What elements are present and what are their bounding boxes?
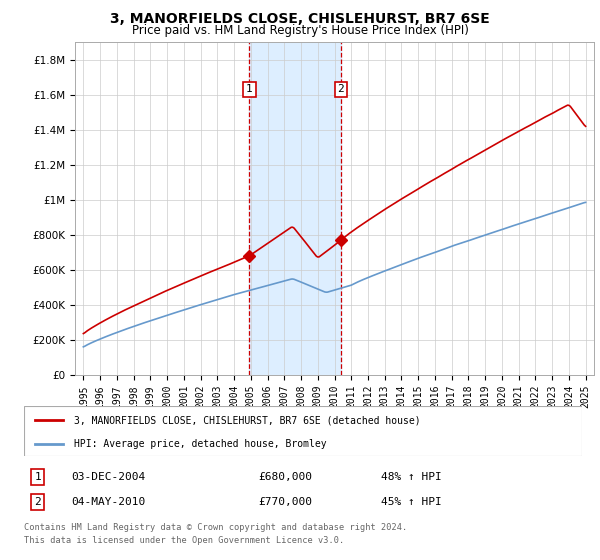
Text: 03-DEC-2004: 03-DEC-2004 <box>71 472 146 482</box>
FancyBboxPatch shape <box>24 406 582 456</box>
Text: HPI: Average price, detached house, Bromley: HPI: Average price, detached house, Brom… <box>74 439 327 449</box>
Text: 45% ↑ HPI: 45% ↑ HPI <box>381 497 442 507</box>
Text: Contains HM Land Registry data © Crown copyright and database right 2024.: Contains HM Land Registry data © Crown c… <box>24 522 407 531</box>
Text: Price paid vs. HM Land Registry's House Price Index (HPI): Price paid vs. HM Land Registry's House … <box>131 24 469 37</box>
Text: This data is licensed under the Open Government Licence v3.0.: This data is licensed under the Open Gov… <box>24 536 344 545</box>
Text: 1: 1 <box>35 472 41 482</box>
Text: 3, MANORFIELDS CLOSE, CHISLEHURST, BR7 6SE (detached house): 3, MANORFIELDS CLOSE, CHISLEHURST, BR7 6… <box>74 415 421 425</box>
Text: 1: 1 <box>246 85 253 94</box>
Text: 2: 2 <box>337 85 344 94</box>
Bar <box>250 42 341 375</box>
Text: 04-MAY-2010: 04-MAY-2010 <box>71 497 146 507</box>
Text: 48% ↑ HPI: 48% ↑ HPI <box>381 472 442 482</box>
Text: £770,000: £770,000 <box>259 497 313 507</box>
Text: 3, MANORFIELDS CLOSE, CHISLEHURST, BR7 6SE: 3, MANORFIELDS CLOSE, CHISLEHURST, BR7 6… <box>110 12 490 26</box>
Text: 2: 2 <box>35 497 41 507</box>
Text: £680,000: £680,000 <box>259 472 313 482</box>
